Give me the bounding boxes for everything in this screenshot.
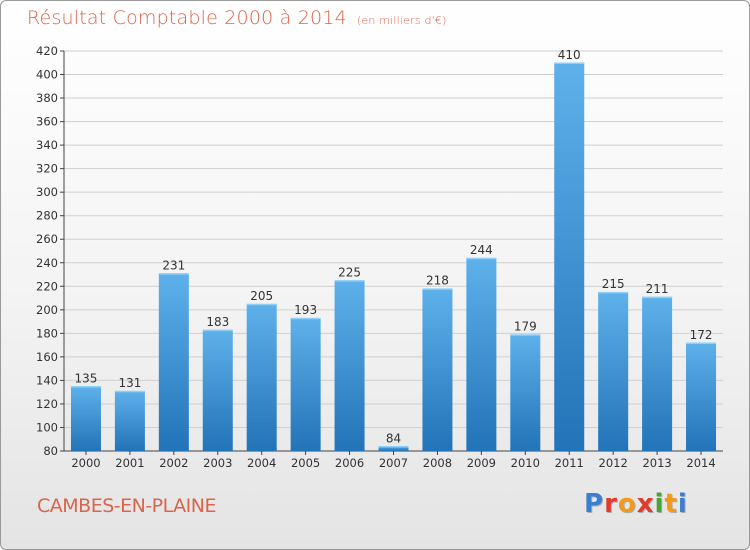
bar (642, 296, 673, 451)
x-tick-label: 2005 (291, 456, 320, 470)
y-tick-label: 240 (36, 256, 58, 270)
bar (378, 446, 409, 451)
x-tick-label: 2000 (71, 456, 100, 470)
y-tick-label: 340 (36, 138, 58, 152)
bar (686, 342, 717, 451)
x-tick-label: 2014 (686, 456, 715, 470)
x-tick-label: 2003 (203, 456, 232, 470)
bar (510, 334, 541, 451)
bar (202, 329, 233, 451)
bar-value-label: 218 (426, 274, 449, 288)
y-tick-label: 360 (36, 115, 58, 129)
x-tick-label: 2011 (555, 456, 584, 470)
y-tick-label: 380 (36, 91, 58, 105)
y-tick-label: 420 (36, 44, 58, 58)
bar-value-label: 225 (338, 265, 361, 279)
bar-value-label: 193 (294, 303, 317, 317)
y-tick-label: 200 (36, 303, 58, 317)
bar (70, 386, 101, 451)
bar (334, 280, 365, 451)
x-tick-label: 2012 (599, 456, 628, 470)
bar-value-label: 231 (162, 258, 185, 272)
y-tick-label: 140 (36, 373, 58, 387)
bar-value-label: 244 (470, 243, 493, 257)
y-tick-label: 80 (43, 444, 58, 458)
bar (290, 318, 321, 451)
x-tick-label: 2007 (379, 456, 408, 470)
y-tick-label: 320 (36, 162, 58, 176)
bar-value-label: 135 (75, 371, 98, 385)
bar-value-label: 179 (514, 320, 537, 334)
y-tick-label: 260 (36, 232, 58, 246)
bar-value-label: 183 (206, 315, 229, 329)
x-tick-label: 2002 (159, 456, 188, 470)
bar-value-label: 215 (602, 277, 625, 291)
x-tick-label: 2006 (335, 456, 364, 470)
bar-value-label: 84 (386, 431, 401, 445)
y-tick-label: 100 (36, 420, 58, 434)
x-tick-label: 2010 (511, 456, 540, 470)
y-tick-label: 180 (36, 326, 58, 340)
x-tick-label: 2013 (642, 456, 671, 470)
chart-title: Résultat Comptable 2000 à 2014 (en millie… (27, 7, 447, 29)
y-tick-label: 280 (36, 209, 58, 223)
bar (246, 303, 277, 451)
x-tick-label: 2009 (467, 456, 496, 470)
chart-unit: (en milliers d'€) (356, 14, 447, 27)
bar (598, 292, 629, 451)
y-tick-label: 400 (36, 68, 58, 82)
x-tick-label: 2008 (423, 456, 452, 470)
bar (466, 258, 497, 451)
bar-value-label: 131 (118, 376, 141, 390)
x-tick-label: 2001 (115, 456, 144, 470)
bar (422, 288, 453, 451)
commune-name: CAMBES-EN-PLAINE (37, 495, 217, 517)
x-tick-label: 2004 (247, 456, 276, 470)
bar-value-label: 410 (558, 48, 581, 62)
bar (114, 391, 145, 451)
y-tick-label: 300 (36, 185, 58, 199)
bar (554, 62, 585, 451)
bar (158, 273, 189, 451)
bar-value-label: 205 (250, 289, 273, 303)
bar-value-label: 172 (690, 328, 713, 342)
proxiti-logo: Proxiti (584, 489, 688, 519)
y-tick-label: 160 (36, 350, 58, 364)
y-tick-label: 120 (36, 397, 58, 411)
y-tick-label: 220 (36, 279, 58, 293)
bar-value-label: 211 (646, 282, 669, 296)
